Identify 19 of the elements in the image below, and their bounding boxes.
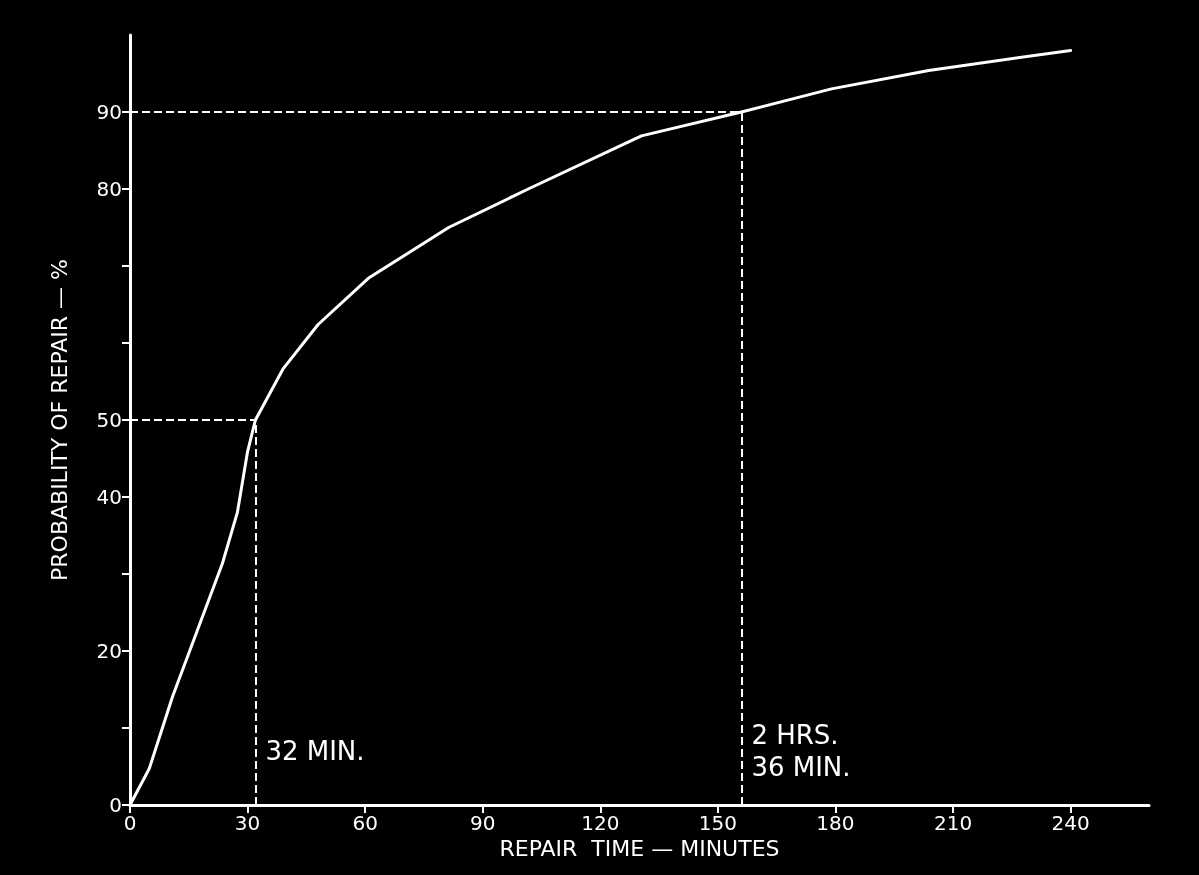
x-tick-label: 0 xyxy=(123,811,137,835)
y-tick-label: 20 xyxy=(96,639,122,663)
x-tick-label: 240 xyxy=(1051,811,1090,835)
y-tick-label: 0 xyxy=(109,793,122,817)
ref-line-label: 2 HRS. 36 MIN. xyxy=(751,720,851,783)
y-tick-label: 40 xyxy=(96,485,122,509)
x-axis-title: REPAIR TIME — MINUTES xyxy=(499,836,780,862)
x-tick-label: 120 xyxy=(581,811,620,835)
y-tick-label: 80 xyxy=(96,177,122,201)
x-tick-label: 90 xyxy=(470,811,496,835)
x-tick-label: 180 xyxy=(816,811,855,835)
x-tick-label: 210 xyxy=(933,811,973,835)
x-tick-label: 60 xyxy=(352,811,378,835)
ref-line-label: 32 MIN. xyxy=(265,736,365,767)
y-tick-label: 90 xyxy=(96,100,122,124)
y-axis-title: PROBABILITY OF REPAIR — % xyxy=(46,259,72,581)
x-tick-label: 150 xyxy=(698,811,737,835)
x-tick-label: 30 xyxy=(234,811,261,835)
y-tick-label: 50 xyxy=(96,408,122,432)
